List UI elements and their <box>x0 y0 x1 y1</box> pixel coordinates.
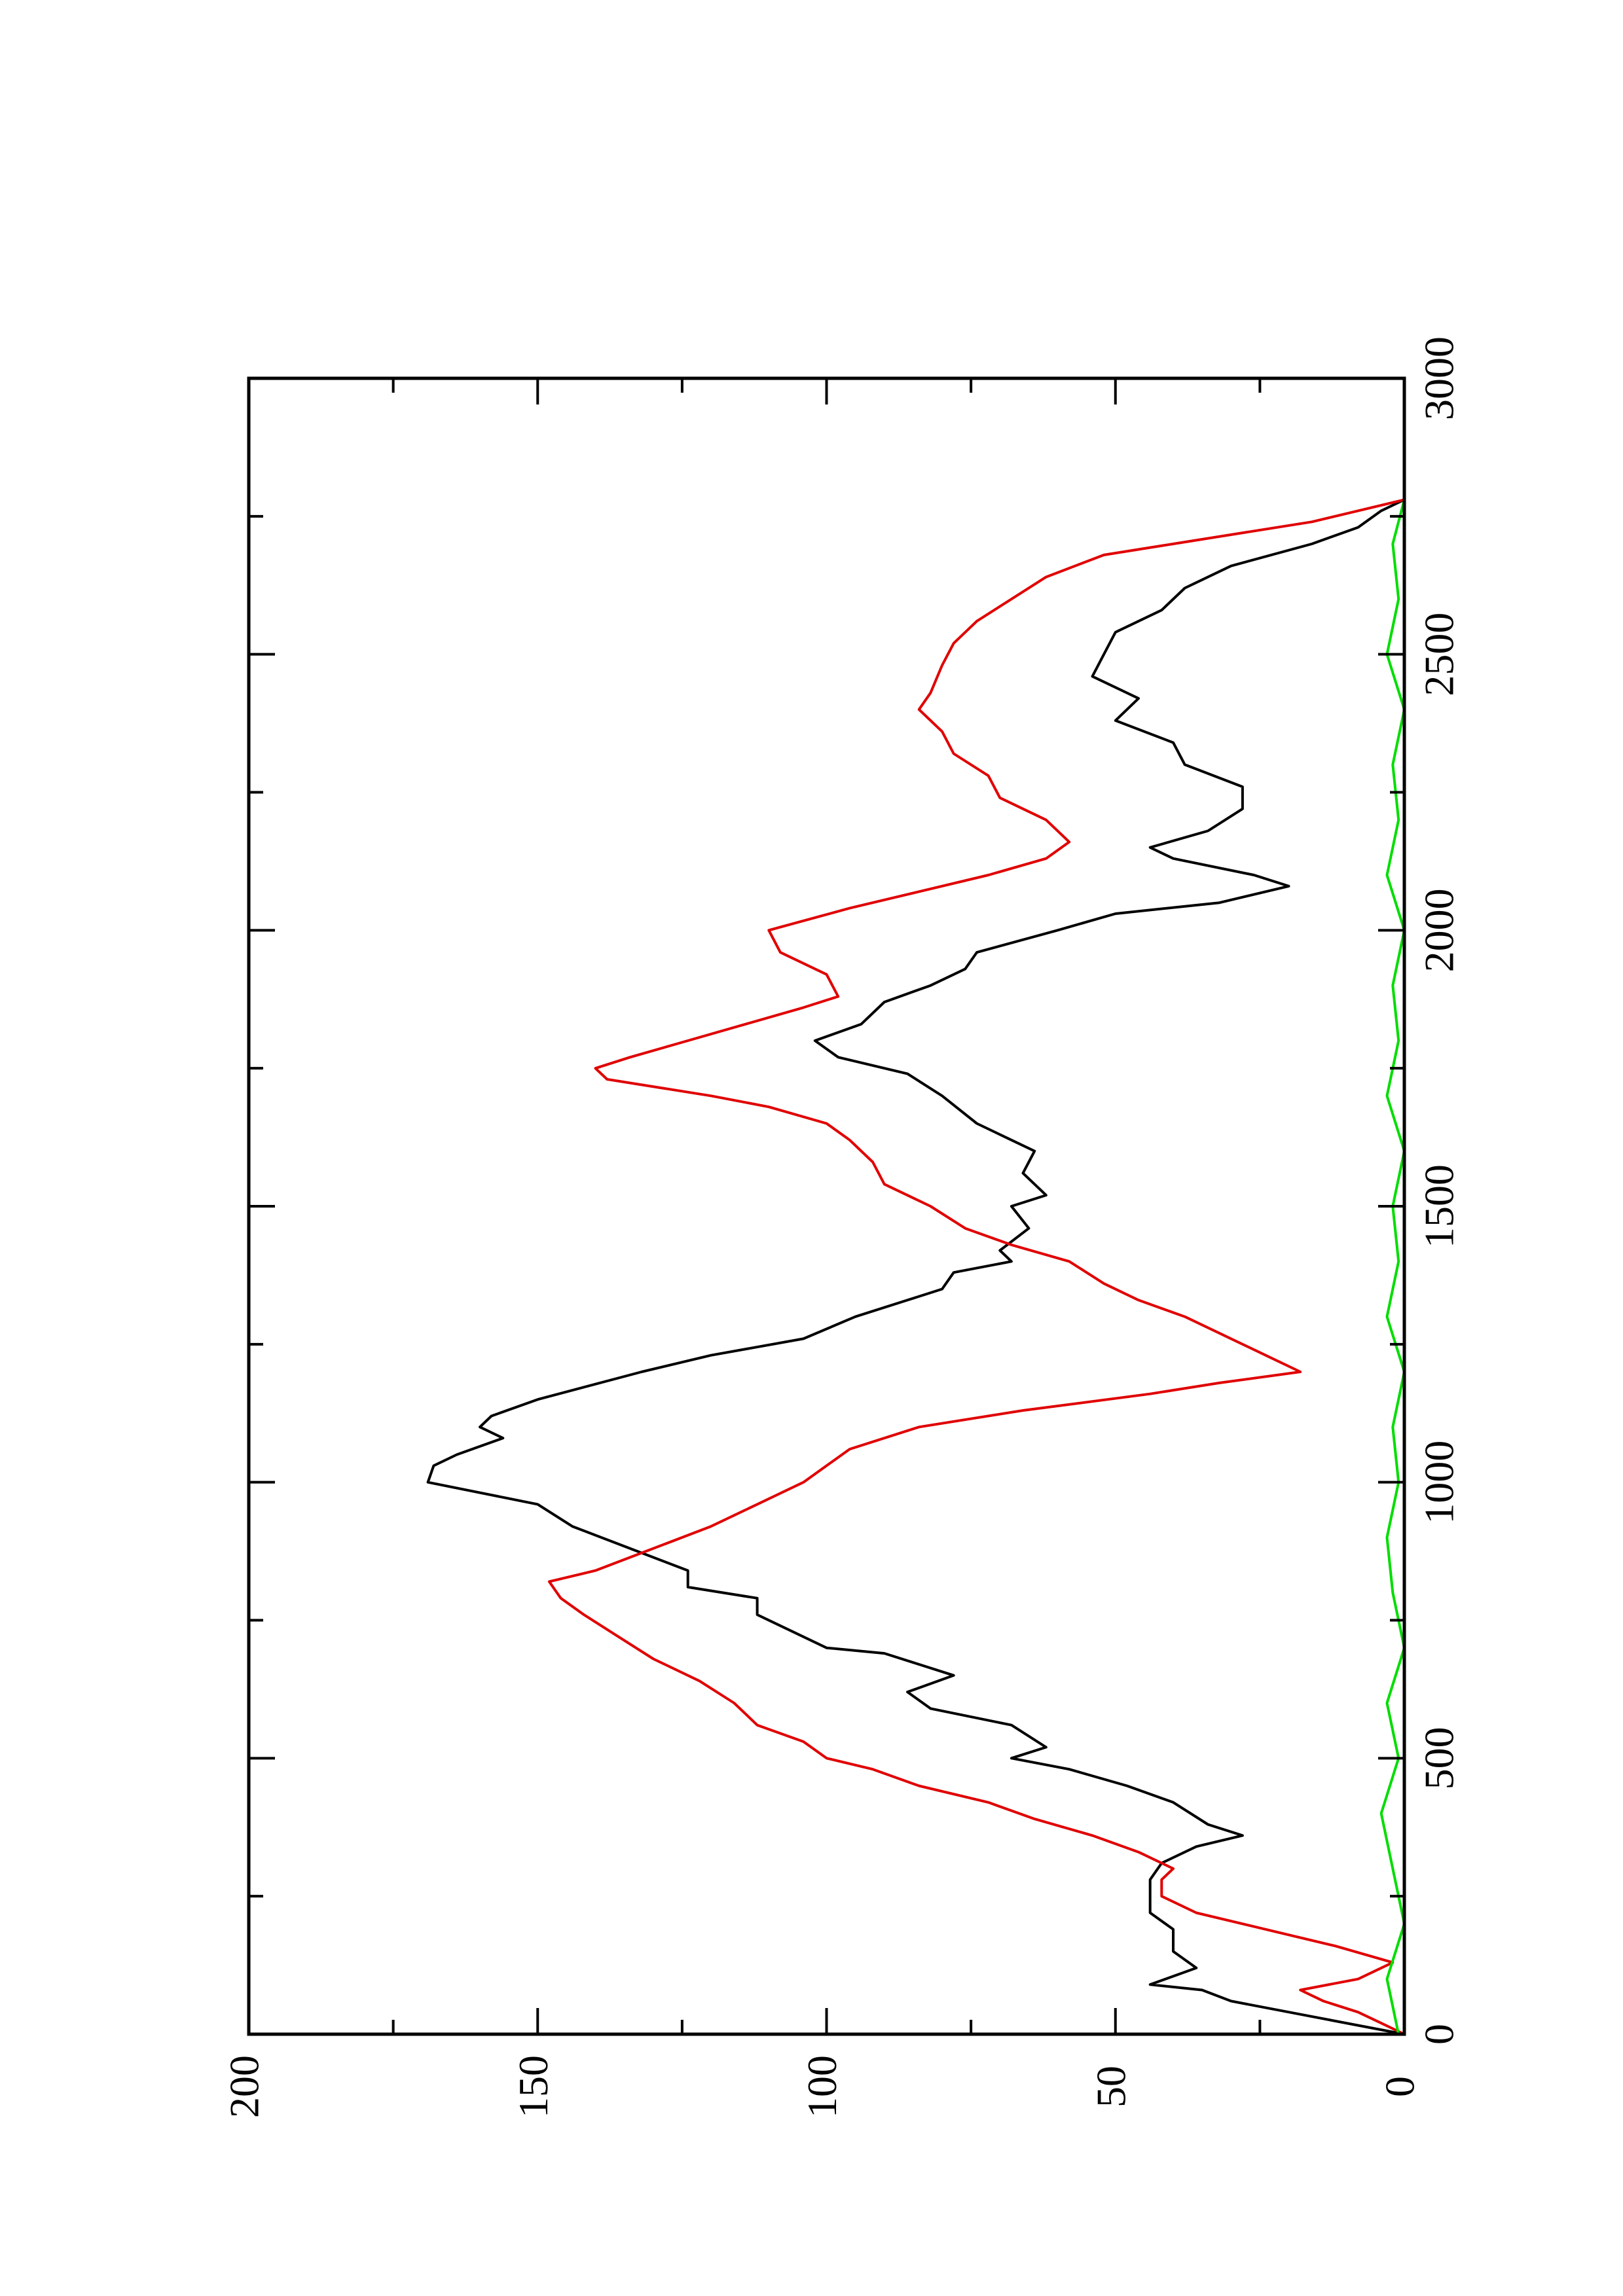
plot-frame <box>247 376 1406 2036</box>
x-tick-label: 500 <box>1416 1727 1463 1789</box>
series-line-1 <box>426 498 1405 2036</box>
y-tick-label: 100 <box>799 2055 845 2118</box>
x-tick-label: 0 <box>1416 2024 1463 2045</box>
x-tick-label: 2500 <box>1416 613 1463 696</box>
x-tick-label: 2000 <box>1416 888 1463 972</box>
plot-area: 0 500 1000 1500 2000 2500 3000 0 50 100 150 200 <box>221 336 1463 2118</box>
series-line-3 <box>1379 499 1406 2035</box>
series-line-2 <box>547 498 1405 2036</box>
y-tick-label: 150 <box>510 2055 556 2118</box>
x-tick-label: 1500 <box>1416 1164 1463 1248</box>
y-tick-label: 200 <box>221 2055 268 2118</box>
y-tick-label: 50 <box>1087 2066 1134 2108</box>
x-tick-label: 1000 <box>1416 1441 1463 1524</box>
y-tick-label: 0 <box>1377 2076 1423 2097</box>
x-tick-label: 3000 <box>1416 336 1463 420</box>
